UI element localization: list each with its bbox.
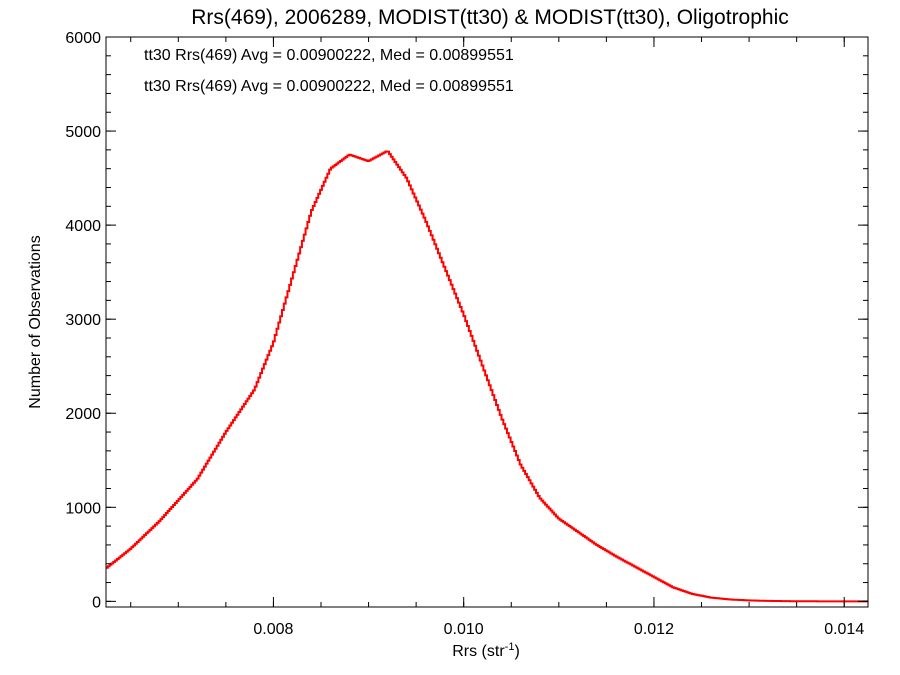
x-tick-label: 0.010 <box>444 621 484 638</box>
y-axis-ticks <box>106 36 868 602</box>
plot-frame <box>105 36 869 608</box>
x-axis-label-close: ) <box>514 643 519 660</box>
y-tick-label: 6000 <box>65 30 101 47</box>
x-axis-tick-labels: 0.008 0.010 0.012 0.014 <box>253 621 864 638</box>
x-tick-label: 0.012 <box>634 621 674 638</box>
y-tick-label: 2000 <box>65 406 101 423</box>
y-tick-label: 1000 <box>65 500 101 517</box>
series-line <box>106 150 868 603</box>
x-tick-label: 0.014 <box>824 621 864 638</box>
annotation-red-stats: tt30 Rrs(469) Avg = 0.00900222, Med = 0.… <box>144 78 514 95</box>
x-axis-label-main: Rrs (str <box>452 643 505 660</box>
y-tick-label: 0 <box>92 594 101 611</box>
x-axis-label: Rrs (str-1) <box>452 641 520 660</box>
y-tick-label: 5000 <box>65 124 101 141</box>
annotation-black-stats: tt30 Rrs(469) Avg = 0.00900222, Med = 0.… <box>144 47 514 64</box>
x-axis-ticks <box>130 37 845 607</box>
x-tick-label: 0.008 <box>253 621 293 638</box>
annotations: tt30 Rrs(469) Avg = 0.00900222, Med = 0.… <box>144 47 514 95</box>
y-axis-label: Number of Observations <box>27 235 44 408</box>
plot-area <box>106 150 868 603</box>
y-axis-tick-labels: 0 1000 2000 3000 4000 5000 6000 <box>65 30 101 611</box>
y-tick-label: 3000 <box>65 312 101 329</box>
y-tick-label: 4000 <box>65 218 101 235</box>
chart-title: Rrs(469), 2006289, MODIST(tt30) & MODIST… <box>191 6 789 29</box>
x-axis-label-superscript: -1 <box>505 641 515 653</box>
